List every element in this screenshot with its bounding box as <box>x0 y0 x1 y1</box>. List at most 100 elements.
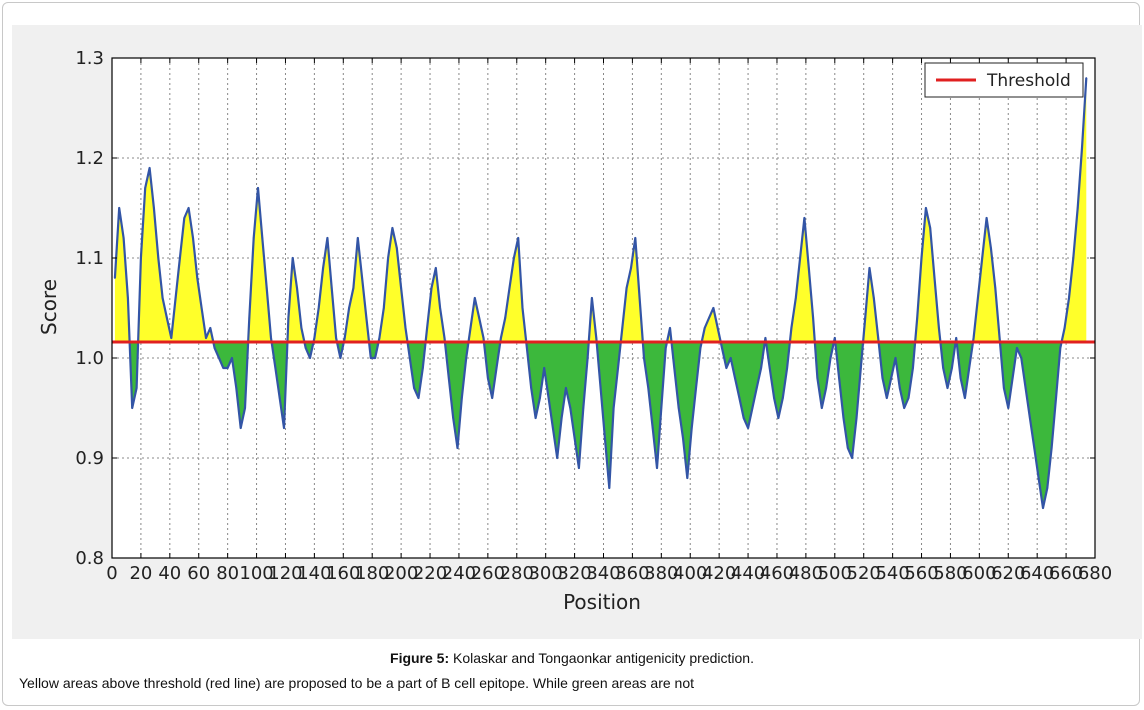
epitope-region-above <box>620 238 643 342</box>
region-below-threshold <box>407 342 426 398</box>
epitope-region-above <box>915 208 941 342</box>
figure-label: Figure 5: <box>390 650 450 666</box>
x-tick-label: 160 <box>326 563 360 584</box>
figure-title: Kolaskar and Tongaonkar antigenicity pre… <box>453 650 754 666</box>
x-tick-label: 400 <box>673 563 707 584</box>
x-tick-label: 540 <box>875 563 909 584</box>
score-point <box>942 367 945 369</box>
y-tick-label: 1.1 <box>75 248 104 269</box>
score-point <box>864 317 867 319</box>
score-point <box>417 397 420 399</box>
score-point <box>630 267 632 269</box>
tick-labels: 0 20 40 60 80 1001201401601802002202402602803… <box>75 48 1112 584</box>
score-point <box>708 317 710 319</box>
score-point <box>244 407 246 409</box>
score-point <box>127 297 129 299</box>
region-below-threshold <box>940 342 956 388</box>
score-point <box>447 377 450 379</box>
score-point <box>777 417 780 419</box>
score-point <box>231 357 233 359</box>
score-point <box>846 447 849 449</box>
x-tick-label: 140 <box>297 563 331 584</box>
score-point <box>560 417 563 419</box>
score-point <box>1081 147 1083 149</box>
x-tick-label: 80 <box>216 563 239 584</box>
score-point <box>148 167 151 169</box>
x-tick-label: 240 <box>442 563 476 584</box>
chart-panel: 0 20 40 60 80 100 120 140 160 180 200 220 240 260 280 3… <box>12 25 1142 639</box>
score-point <box>686 477 689 479</box>
score-point <box>1037 477 1040 479</box>
x-tick-label: 600 <box>962 563 996 584</box>
score-point <box>677 407 680 409</box>
epitope-region-above <box>138 168 214 342</box>
score-point <box>296 287 298 289</box>
score-point <box>859 367 862 369</box>
x-tick-label: 620 <box>991 563 1025 584</box>
score-point <box>300 327 303 329</box>
region-below-threshold <box>671 342 702 478</box>
figure-note: Yellow areas above threshold (red line) … <box>19 675 695 691</box>
score-point <box>959 377 962 379</box>
region-below-threshold <box>956 342 973 398</box>
score-point <box>985 217 988 219</box>
score-point <box>1020 357 1023 359</box>
score-point <box>951 367 953 369</box>
score-point <box>842 417 845 419</box>
score-point <box>356 237 359 239</box>
score-point <box>933 277 936 279</box>
region-below-threshold <box>835 342 864 458</box>
score-point <box>209 327 212 329</box>
score-point <box>807 267 810 269</box>
score-point <box>144 187 147 189</box>
epitope-region-above <box>313 238 337 342</box>
score-point <box>482 337 485 339</box>
x-tick-label: 460 <box>760 563 794 584</box>
score-point <box>595 337 598 339</box>
epitope-region-above <box>425 268 445 342</box>
score-point <box>352 287 355 289</box>
epitope-region-above <box>378 228 408 342</box>
score-point <box>339 357 342 359</box>
score-point <box>196 277 199 279</box>
score-point <box>747 427 749 429</box>
score-point <box>977 297 979 299</box>
x-tick-label: 520 <box>847 563 881 584</box>
score-point <box>343 337 346 339</box>
score-point <box>955 337 958 339</box>
legend-threshold-label: Threshold <box>986 71 1071 91</box>
score-line-layer <box>113 77 1088 510</box>
score-point <box>504 317 507 319</box>
epitope-region-above <box>114 208 130 342</box>
score-point <box>638 297 641 299</box>
score-point <box>803 217 806 219</box>
score-point <box>1068 297 1070 299</box>
score-point <box>647 387 650 389</box>
score-point <box>946 387 949 389</box>
score-point <box>456 447 459 449</box>
score-point <box>990 247 992 249</box>
score-point <box>434 267 437 269</box>
score-point <box>634 237 637 239</box>
score-point <box>521 307 524 309</box>
epitope-region-above <box>973 218 1000 342</box>
x-tick-label: 500 <box>818 563 852 584</box>
x-tick-label: 560 <box>904 563 938 584</box>
score-point <box>578 467 580 469</box>
score-point <box>890 377 893 379</box>
score-point <box>682 437 684 439</box>
x-tick-label: 0 <box>106 563 117 584</box>
score-point <box>278 397 281 399</box>
score-point <box>712 307 715 309</box>
score-point <box>495 367 498 369</box>
score-point <box>135 387 138 389</box>
score-point <box>643 357 645 359</box>
score-point <box>257 187 259 189</box>
score-point <box>513 257 515 259</box>
score-point <box>651 427 654 429</box>
score-point <box>738 397 741 399</box>
region-below-threshold <box>596 342 621 488</box>
region-below-threshold <box>526 342 589 468</box>
score-point <box>1029 417 1031 419</box>
score-point <box>517 237 520 239</box>
